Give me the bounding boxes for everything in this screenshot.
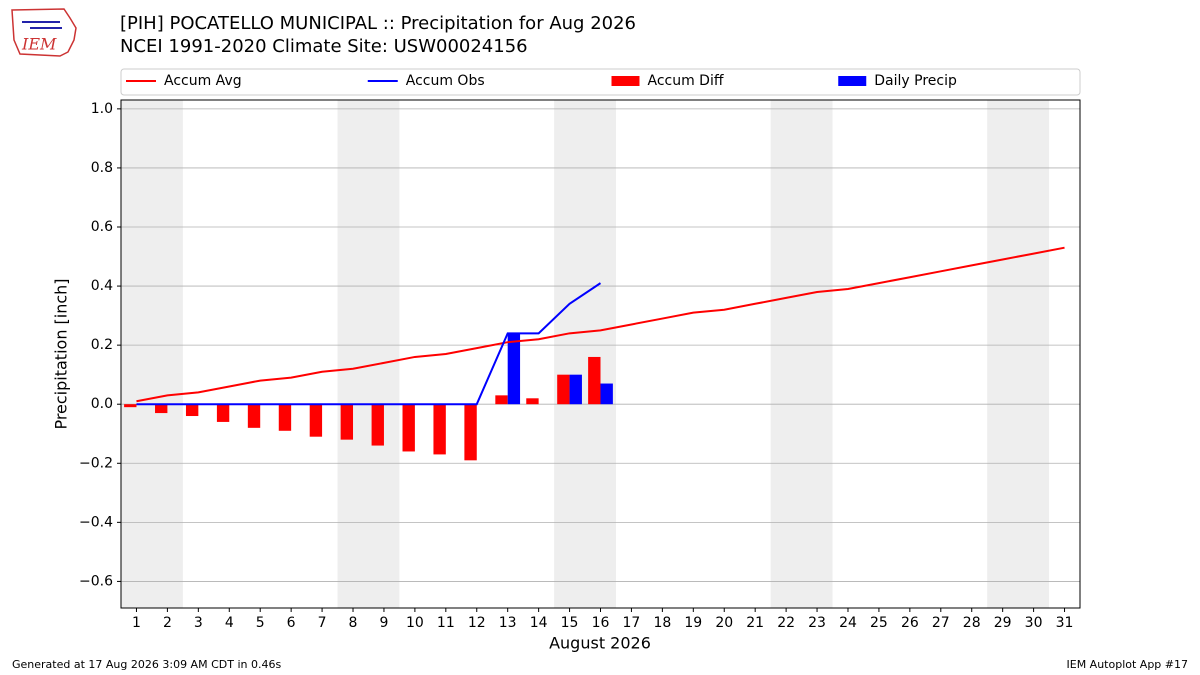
x-tick-label: 13 xyxy=(499,615,517,631)
x-tick-label: 20 xyxy=(715,615,733,631)
x-axis-label: August 2026 xyxy=(549,634,651,653)
legend-label: Daily Precip xyxy=(874,73,957,89)
bar xyxy=(402,404,415,452)
y-axis-label: Precipitation [inch] xyxy=(52,278,71,429)
x-tick-label: 29 xyxy=(994,615,1012,631)
legend-box xyxy=(120,68,1081,96)
plot-frame xyxy=(120,99,1081,609)
y-tick-label: 0.6 xyxy=(91,219,113,235)
chart-title: [PIH] POCATELLO MUNICIPAL :: Precipitati… xyxy=(120,13,636,34)
bar xyxy=(247,404,261,428)
x-tick-label: 3 xyxy=(194,615,203,631)
x-tick-label: 22 xyxy=(777,615,795,631)
weekend-shade xyxy=(987,100,1050,608)
chart-subtitle: NCEI 1991-2020 Climate Site: USW00024156 xyxy=(120,36,528,57)
bar xyxy=(507,333,521,405)
bar xyxy=(124,404,137,408)
legend-label: Accum Avg xyxy=(164,73,242,89)
y-tick-label: 0.2 xyxy=(91,337,113,353)
bar xyxy=(588,356,601,405)
bar xyxy=(433,404,446,455)
x-tick-label: 25 xyxy=(870,615,888,631)
bar xyxy=(464,404,477,461)
bar xyxy=(495,395,508,405)
bar xyxy=(278,404,292,431)
x-tick-label: 12 xyxy=(468,615,486,631)
x-tick-label: 1 xyxy=(132,615,141,631)
x-tick-label: 9 xyxy=(379,615,388,631)
bar xyxy=(526,398,539,405)
x-tick-label: 5 xyxy=(256,615,265,631)
y-tick-label: −0.4 xyxy=(79,514,113,530)
legend-patch xyxy=(838,76,867,86)
x-tick-label: 6 xyxy=(287,615,296,631)
logo-text: IEM xyxy=(21,35,57,54)
legend-label: Accum Obs xyxy=(406,73,485,89)
bar xyxy=(309,404,323,437)
y-tick-label: 0.0 xyxy=(91,396,113,412)
footer-right: IEM Autoplot App #17 xyxy=(1067,658,1189,671)
weekend-shade xyxy=(337,100,400,608)
y-tick-label: 0.8 xyxy=(91,160,113,176)
x-tick-label: 28 xyxy=(963,615,981,631)
logo-outline xyxy=(11,8,77,57)
y-tick-label: −0.2 xyxy=(79,455,113,471)
x-tick-label: 10 xyxy=(406,615,424,631)
x-tick-label: 8 xyxy=(349,615,358,631)
x-tick-label: 23 xyxy=(808,615,826,631)
x-tick-label: 15 xyxy=(561,615,579,631)
logo: IEM xyxy=(11,8,77,57)
weekend-shade xyxy=(121,100,183,608)
x-tick-label: 18 xyxy=(653,615,671,631)
line-series xyxy=(136,282,602,406)
line-series xyxy=(136,246,1065,403)
bar xyxy=(371,404,384,446)
x-tick-label: 16 xyxy=(592,615,610,631)
x-tick-label: 21 xyxy=(746,615,764,631)
x-tick-label: 2 xyxy=(163,615,172,631)
logo-lines xyxy=(22,21,62,29)
x-tick-label: 14 xyxy=(530,615,548,631)
footer-left: Generated at 17 Aug 2026 3:09 AM CDT in … xyxy=(12,658,281,671)
y-tick-label: 1.0 xyxy=(91,101,113,117)
legend-patch xyxy=(611,76,640,86)
bar xyxy=(340,404,354,440)
bar xyxy=(185,404,199,417)
bar xyxy=(155,404,168,414)
bar xyxy=(600,383,613,405)
y-tick-label: 0.4 xyxy=(91,278,113,294)
x-tick-label: 26 xyxy=(901,615,919,631)
x-tick-label: 7 xyxy=(318,615,327,631)
x-tick-label: 17 xyxy=(623,615,641,631)
bar xyxy=(216,404,230,422)
bar xyxy=(557,374,570,405)
x-tick-label: 4 xyxy=(225,615,234,631)
x-tick-label: 19 xyxy=(684,615,702,631)
y-tick-label: −0.6 xyxy=(79,573,113,589)
x-tick-label: 27 xyxy=(932,615,950,631)
x-tick-label: 24 xyxy=(839,615,857,631)
x-tick-label: 31 xyxy=(1056,615,1074,631)
legend-label: Accum Diff xyxy=(648,73,724,89)
weekend-shade xyxy=(554,100,616,608)
weekend-shade xyxy=(770,100,833,608)
x-tick-label: 30 xyxy=(1025,615,1043,631)
bar xyxy=(569,374,582,405)
x-tick-label: 11 xyxy=(437,615,455,631)
